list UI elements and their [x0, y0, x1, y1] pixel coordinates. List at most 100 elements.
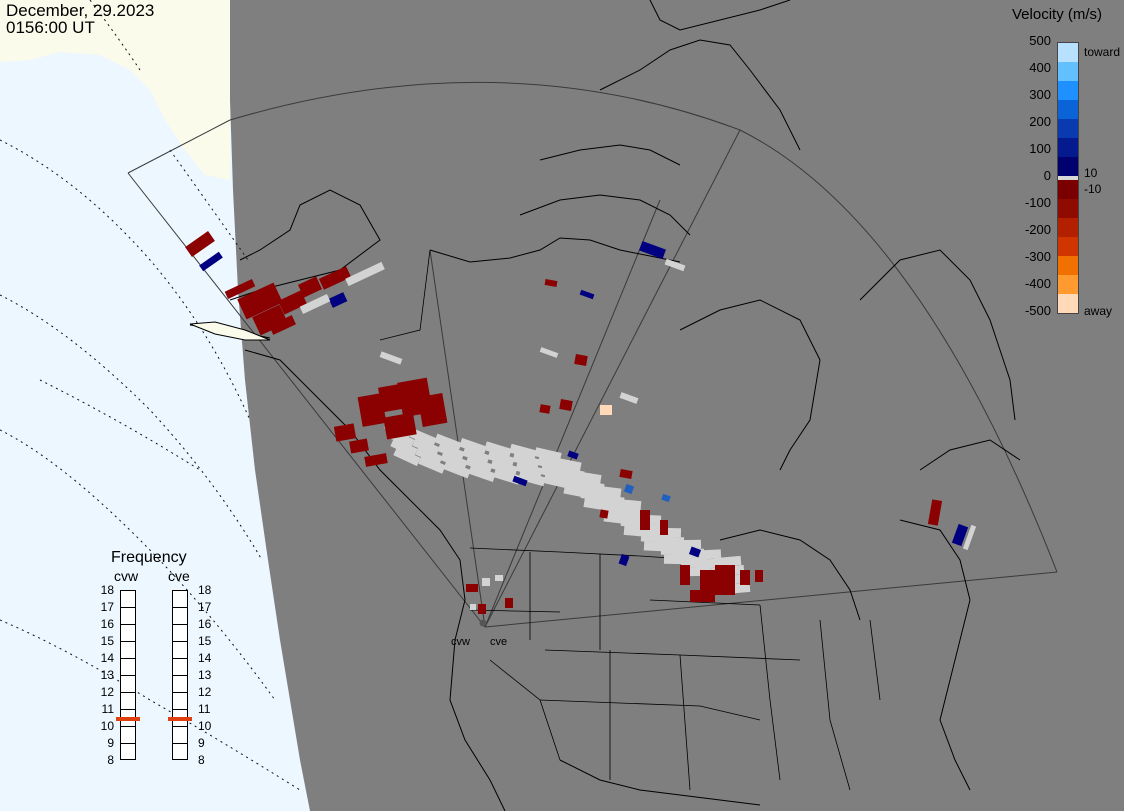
echo-cell: [237, 282, 283, 320]
echo-cell: [364, 453, 388, 467]
frequency-tick: 11: [198, 702, 211, 716]
colorbar-segment: [1058, 294, 1078, 313]
echo-cell: [252, 304, 288, 336]
colorbar-label-minus10: -10: [1084, 182, 1102, 196]
frequency-marker: [116, 717, 140, 721]
colorbar-toward-label: toward: [1084, 45, 1121, 59]
echo-cell: [495, 575, 503, 581]
frequency-gridline: [121, 726, 135, 727]
radar-echoes: [185, 231, 977, 614]
echo-cell: [543, 474, 571, 489]
colorbar-tick: 100: [1029, 141, 1051, 156]
frequency-gridline: [173, 624, 187, 625]
echo-cell: [417, 393, 448, 427]
colorbar-segment: [1058, 100, 1078, 120]
colorbar-tick: -400: [1024, 276, 1051, 291]
echo-cell: [512, 475, 528, 487]
echo-cell: [390, 437, 418, 458]
echo-cell: [688, 546, 702, 558]
colorbar-tick: 400: [1029, 60, 1051, 75]
echo-cell: [755, 570, 763, 582]
site-label-cvw: cvw: [451, 636, 470, 648]
frequency-gridline: [121, 607, 135, 608]
colorbar-tick: 500: [1029, 33, 1051, 48]
frequency-title: Frequency: [111, 549, 187, 566]
time-label: 0156:00 UT: [6, 18, 95, 37]
echo-cell: [379, 351, 403, 365]
velocity-colorbar: [1057, 42, 1079, 314]
frequency-gridline: [173, 607, 187, 608]
echo-cell: [468, 465, 496, 482]
echo-cell: [509, 443, 537, 460]
colorbar-segment: [1058, 180, 1078, 200]
echo-cell: [383, 412, 417, 440]
frequency-gridline: [173, 692, 187, 693]
echo-cell: [478, 604, 486, 614]
frequency-gridline: [173, 675, 187, 676]
frequency-column: [120, 590, 136, 760]
colorbar-segment: [1058, 256, 1078, 276]
night-region: [230, 0, 1124, 811]
frequency-tick: 18: [198, 583, 212, 597]
echo-cell: [600, 405, 612, 415]
echo-cell: [951, 523, 969, 547]
frequency-gridline: [173, 641, 187, 642]
echo-cell: [490, 459, 518, 476]
frequency-tick: 9: [198, 736, 205, 750]
colorbar-segment: [1058, 237, 1078, 257]
frequency-tick: 9: [107, 736, 114, 750]
echo-cell: [619, 469, 633, 479]
frequency-gridline: [121, 658, 135, 659]
frequency-gridline: [121, 692, 135, 693]
echo-cell: [393, 446, 421, 467]
frequency-tick: 16: [100, 617, 114, 631]
frequency-tick: 10: [198, 719, 212, 733]
colorbar-zero-band: [1058, 176, 1078, 180]
echo-cell: [680, 565, 690, 585]
frequency-gridline: [173, 743, 187, 744]
echo-cell: [537, 456, 565, 471]
echo-cell: [539, 404, 551, 414]
echo-cell: [440, 451, 468, 470]
echo-cell: [540, 465, 568, 480]
echo-cell: [484, 441, 512, 458]
frequency-tick: 13: [100, 668, 114, 682]
frequency-tick: 17: [100, 600, 114, 614]
echo-cell: [466, 584, 478, 592]
frequency-tick: 14: [100, 651, 114, 665]
frequency-gridline: [121, 641, 135, 642]
colorbar-segment: [1058, 199, 1078, 219]
frequency-tick: 12: [100, 685, 114, 699]
frequency-gridline: [121, 709, 135, 710]
frequency-tick: 11: [101, 702, 114, 716]
echo-cell: [539, 347, 559, 358]
echo-cell: [512, 452, 540, 469]
colorbar-segment: [1058, 43, 1078, 63]
colorbar-label-10: 10: [1084, 166, 1098, 180]
echo-cell: [465, 456, 493, 473]
colorbar-segment: [1058, 218, 1078, 238]
echo-cell: [269, 315, 296, 335]
colorbar-tick: -200: [1024, 222, 1051, 237]
daylight-land: [0, 0, 230, 180]
echo-cell: [462, 447, 490, 464]
colorbar-tick: -300: [1024, 249, 1051, 264]
frequency-tick: 18: [100, 583, 114, 597]
echo-cell: [660, 520, 668, 535]
echo-cell: [554, 457, 582, 472]
echo-cell: [357, 393, 387, 427]
echo-cell: [459, 438, 487, 455]
frequency-tick: 8: [198, 753, 205, 767]
frequency-tick: 14: [198, 651, 212, 665]
frequency-tick: 12: [198, 685, 212, 699]
echo-cell: [664, 258, 686, 272]
echo-cell: [594, 485, 622, 498]
echo-cell: [534, 447, 562, 462]
echo-cell: [505, 598, 513, 608]
colorbar-segment: [1058, 62, 1078, 82]
freq-radar-label-cvw: cvw: [114, 568, 139, 584]
frequency-tick: 10: [100, 719, 114, 733]
frequency-tick: 15: [100, 634, 114, 648]
echo-cell: [328, 292, 348, 308]
